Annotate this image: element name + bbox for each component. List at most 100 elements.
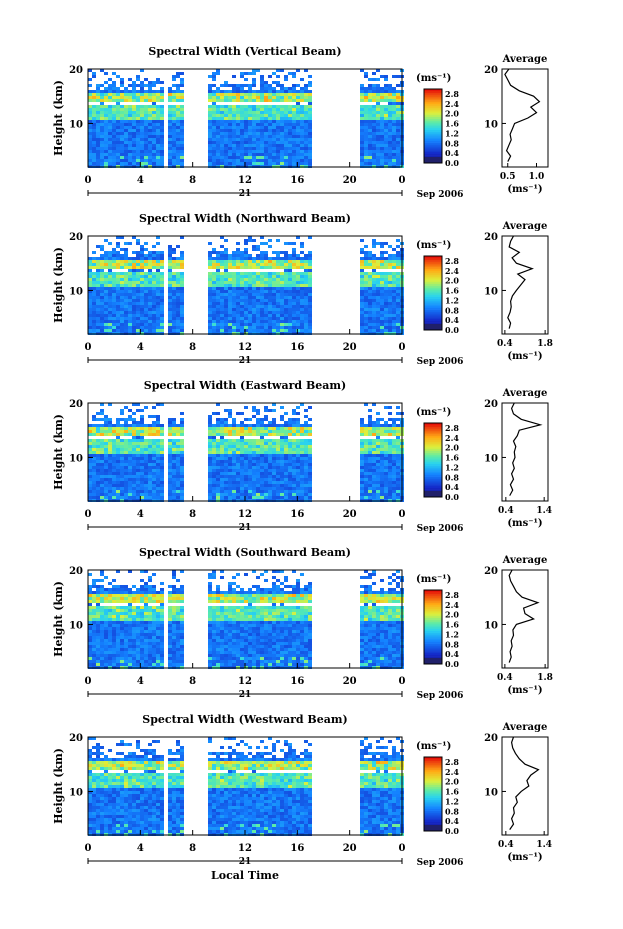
heatmap-cell (116, 93, 120, 96)
heatmap-cell (216, 496, 220, 499)
heatmap-cell (240, 466, 244, 469)
heatmap-cell (300, 469, 304, 472)
heatmap-cell (284, 90, 288, 93)
heatmap-cell (92, 162, 96, 165)
heatmap-cell (92, 487, 96, 490)
heatmap-cell (296, 260, 300, 263)
heatmap-cell (140, 421, 144, 424)
heatmap-cell (380, 284, 384, 287)
heatmap-cell (232, 439, 236, 442)
heatmap-cell (240, 481, 244, 484)
heatmap-cell (92, 472, 96, 475)
heatmap-cell (268, 317, 272, 320)
heatmap-cell (132, 412, 136, 415)
heatmap-cell (168, 266, 172, 269)
heatmap-cell (236, 272, 240, 275)
heatmap-cell (384, 326, 388, 329)
heatmap-cell (268, 439, 272, 442)
heatmap-cell (156, 493, 160, 496)
heatmap-cell (264, 463, 268, 466)
heatmap-cell (304, 147, 308, 150)
heatmap-cell (232, 141, 236, 144)
heatmap-cell (88, 266, 92, 269)
heatmap-cell (388, 296, 392, 299)
heatmap-cell (292, 475, 296, 478)
colorbar-swatch (424, 300, 442, 303)
heatmap-cell (152, 430, 156, 433)
heatmap-cell (360, 84, 364, 87)
heatmap-cell (232, 114, 236, 117)
heatmap-cell (296, 406, 300, 409)
heatmap-cell (296, 320, 300, 323)
heatmap-cell (180, 251, 184, 254)
heatmap-cell (276, 263, 280, 266)
heatmap-cell (300, 266, 304, 269)
heatmap-cell (248, 272, 252, 275)
heatmap-cell (144, 266, 148, 269)
heatmap-cell (392, 320, 396, 323)
heatmap-cell (368, 454, 372, 457)
heatmap-cell (292, 314, 296, 317)
heatmap-cell (128, 439, 132, 442)
heatmap-cell (152, 102, 156, 105)
heatmap-cell (396, 275, 400, 278)
heatmap-cell (152, 135, 156, 138)
heatmap-cell (248, 496, 252, 499)
colorbar-tick-label: 1.6 (445, 286, 459, 296)
heatmap-cell (380, 326, 384, 329)
heatmap-cell (292, 260, 296, 263)
heatmap-cell (136, 254, 140, 257)
heatmap-cell (268, 469, 272, 472)
heatmap-cell (176, 147, 180, 150)
heatmap-cell (168, 123, 172, 126)
heatmap-cell (280, 144, 284, 147)
heatmap-cell (292, 159, 296, 162)
heatmap-cell (100, 90, 104, 93)
colorbar-swatch (424, 294, 442, 297)
heatmap-cell (284, 242, 288, 245)
heatmap-cell (372, 105, 376, 108)
heatmap-cell (136, 278, 140, 281)
heatmap-cell (172, 421, 176, 424)
heatmap-cell (240, 278, 244, 281)
heatmap-cell (372, 123, 376, 126)
heatmap-cell (208, 266, 212, 269)
heatmap-cell (292, 296, 296, 299)
heatmap-cell (284, 472, 288, 475)
heatmap-cell (304, 111, 308, 114)
heatmap-cell (92, 138, 96, 141)
heatmap-cell (300, 487, 304, 490)
heatmap-cell (264, 117, 268, 120)
heatmap-cell (168, 90, 172, 93)
heatmap-cell (372, 147, 376, 150)
heatmap-cell (148, 257, 152, 260)
heatmap-cell (280, 275, 284, 278)
heatmap-cell (124, 448, 128, 451)
heatmap-cell (292, 278, 296, 281)
heatmap-cell (92, 120, 96, 123)
heatmap-cell (244, 72, 248, 75)
heatmap-cell (232, 293, 236, 296)
heatmap-cell (172, 96, 176, 99)
heatmap-cell (228, 463, 232, 466)
heatmap-cell (124, 150, 128, 153)
heatmap-cell (96, 287, 100, 290)
heatmap-cell (128, 153, 132, 156)
heatmap-cell (152, 320, 156, 323)
heatmap-cell (140, 96, 144, 99)
heatmap-cell (132, 436, 136, 439)
heatmap-cell (244, 305, 248, 308)
heatmap-cell (240, 436, 244, 439)
heatmap-cell (144, 448, 148, 451)
heatmap-cell (160, 457, 164, 460)
heatmap-cell (264, 314, 268, 317)
heatmap-cell (288, 123, 292, 126)
heatmap-cell (88, 427, 92, 430)
heatmap-cell (168, 490, 172, 493)
heatmap-cell (256, 296, 260, 299)
colorbar-swatch (424, 298, 442, 301)
heatmap-cell (252, 111, 256, 114)
heatmap-cell (108, 296, 112, 299)
heatmap-cell (88, 314, 92, 317)
heatmap-cell (268, 120, 272, 123)
